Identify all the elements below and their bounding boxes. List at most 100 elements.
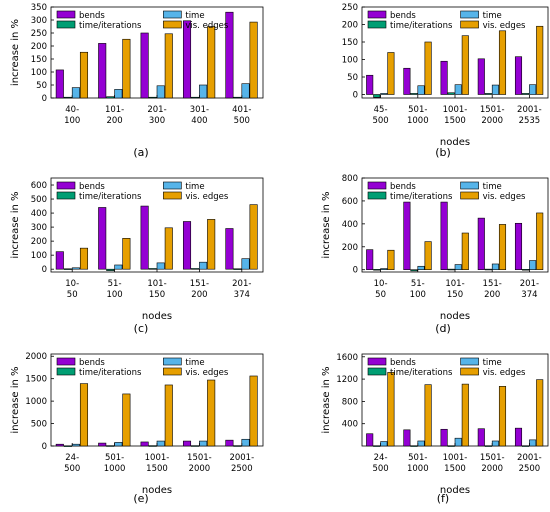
legend-swatch-bends (367, 181, 387, 190)
x-tick-label: 101- (445, 279, 464, 289)
bar-time-iterations (106, 268, 115, 271)
x-tick-label: 501- (105, 453, 124, 463)
y-tick-label: 200 (342, 243, 358, 253)
bar-time (454, 264, 462, 271)
bar-time (380, 268, 388, 271)
bar-bends (225, 439, 234, 447)
legend-swatch-time-iterations (367, 20, 387, 29)
x-tick-label: 1000 (407, 116, 429, 126)
x-tick-label: 2535 (519, 116, 541, 126)
bar-time-iterations (233, 445, 242, 447)
bar-bends (403, 429, 411, 447)
bar-vis-edges (164, 384, 173, 447)
y-tick-label: 1600 (336, 353, 358, 363)
bar-time (241, 438, 250, 447)
bar-bends (182, 20, 192, 99)
legend-label-time: time (185, 11, 204, 21)
bar-bends (403, 67, 411, 95)
x-tick-label: 151- (483, 279, 502, 289)
x-tick-label: 101- (147, 279, 166, 289)
bar-time (114, 442, 123, 447)
bar-time (156, 85, 165, 99)
y-tick-label: 0 (353, 266, 358, 276)
x-tick-label: 51- (411, 279, 425, 289)
bar-time (380, 93, 388, 95)
x-tick-label: 1501- (480, 453, 505, 463)
y-tick-label: 150 (31, 55, 47, 65)
legend-label-time: time (483, 182, 502, 192)
y-tick-label: 250 (342, 3, 358, 13)
bar-time-iterations (106, 96, 115, 99)
x-tick-label: 301- (190, 105, 209, 115)
legend-swatch-vis-edges (163, 191, 182, 200)
bar-bends (514, 427, 523, 447)
x-tick-label: 1501- (480, 105, 505, 115)
x-tick-label: 500 (372, 116, 388, 126)
x-tick-label: 201- (147, 105, 166, 115)
x-tick-label: 45- (374, 105, 388, 115)
x-axis-label: nodes (142, 311, 172, 322)
bar-time (529, 84, 537, 95)
y-tick-label: 600 (342, 197, 358, 207)
y-tick-label: 400 (31, 209, 47, 219)
panel-caption: (b) (435, 146, 451, 159)
y-tick-label: 1200 (336, 375, 358, 385)
legend-label-vis-edges: vis. edges (483, 192, 526, 202)
bar-time (199, 84, 208, 99)
bar-vis-edges (424, 41, 432, 95)
bar-vis-edges (122, 238, 131, 270)
y-tick-label: 0 (42, 265, 47, 275)
y-tick-label: 350 (31, 3, 47, 13)
bar-vis-edges (387, 372, 395, 447)
bar-vis-edges (79, 51, 89, 99)
x-tick-label: 1501- (187, 453, 212, 463)
bar-vis-edges (249, 204, 258, 270)
legend-swatch-vis-edges (460, 367, 479, 376)
legend-swatch-bends (367, 357, 387, 366)
bar-vis-edges (387, 249, 395, 271)
bar-vis-edges (461, 232, 469, 271)
y-tick-label: 100 (342, 56, 358, 66)
x-tick-label: 1001- (145, 453, 170, 463)
y-axis-label: increase in % (10, 191, 21, 258)
x-axis-label: nodes (440, 137, 470, 148)
legend-label-time: time (185, 358, 204, 368)
y-tick-label: 50 (36, 81, 47, 91)
bar-time-iterations (522, 445, 530, 447)
bar-vis-edges (164, 227, 173, 270)
legend-label-time-iterations: time/iterations (79, 21, 142, 31)
bar-vis-edges (122, 393, 131, 447)
bar-time (417, 440, 425, 447)
bar-vis-edges (79, 383, 89, 447)
x-tick-label: 201- (520, 279, 539, 289)
y-tick-label: 0 (42, 94, 47, 104)
bar-time (199, 440, 208, 447)
legend-swatch-time (163, 181, 182, 190)
legend-label-time-iterations: time/iterations (79, 192, 142, 202)
bar-bends (55, 443, 64, 447)
bar-bends (440, 428, 448, 447)
legend-label-vis-edges: vis. edges (483, 368, 526, 378)
bar-bends (225, 11, 234, 99)
bar-bends (366, 433, 374, 447)
bar-time (241, 258, 250, 270)
legend-swatch-vis-edges (460, 20, 479, 29)
bar-time (529, 439, 537, 447)
legend-label-bends: bends (79, 182, 105, 192)
y-tick-label: 400 (342, 220, 358, 230)
bar-time-iterations (191, 445, 200, 447)
bar-time-iterations (410, 269, 418, 272)
bar-time-iterations (148, 96, 157, 99)
bar-bends (182, 221, 192, 270)
legend-label-vis-edges: vis. edges (185, 368, 228, 378)
x-tick-label: 401- (232, 105, 251, 115)
bar-bends (477, 58, 485, 95)
bar-time-iterations (373, 94, 381, 98)
y-tick-label: 200 (31, 237, 47, 247)
x-tick-label: 300 (149, 116, 165, 126)
x-tick-label: 1000 (407, 464, 429, 474)
x-tick-label: 201- (232, 279, 251, 289)
bar-vis-edges (461, 383, 469, 447)
legend-swatch-bends (56, 181, 76, 190)
